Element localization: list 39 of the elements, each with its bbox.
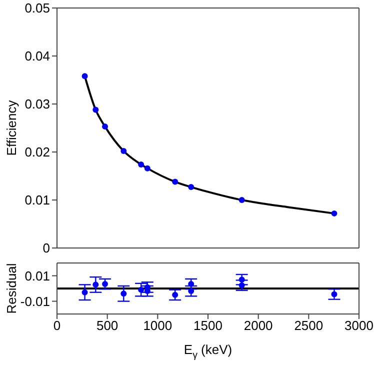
x-axis-title: E$_{γ}$ (keV) — [184, 342, 232, 361]
point — [102, 281, 108, 288]
y-tick-label: 0.01 — [24, 268, 50, 284]
point — [238, 197, 245, 203]
x-tick-label: 500 — [96, 318, 118, 334]
y-tick-label: 0.04 — [24, 48, 50, 64]
point — [138, 286, 144, 293]
point — [331, 291, 338, 298]
point — [92, 282, 99, 288]
y-tick-label: 0.05 — [24, 0, 50, 16]
point — [120, 290, 127, 297]
y-tick-label: 0.03 — [24, 96, 50, 112]
point — [188, 288, 194, 294]
x-tick-label: 0 — [53, 318, 61, 334]
y-tick-label: 0 — [42, 240, 50, 256]
point — [120, 148, 127, 154]
point — [82, 289, 88, 296]
x-tick-label: 2000 — [244, 318, 273, 334]
point — [144, 165, 150, 172]
point — [172, 292, 178, 298]
y-axis-title: Residual — [4, 263, 19, 314]
point — [331, 210, 338, 216]
x-tick-label: 1500 — [194, 318, 222, 334]
point — [238, 282, 245, 288]
point — [238, 276, 245, 283]
point — [188, 281, 194, 288]
y-tick-label: -0.01 — [20, 294, 50, 309]
x-tick-label: 3000 — [344, 318, 374, 334]
y-tick-label: 0.02 — [24, 144, 50, 160]
point — [172, 178, 178, 185]
x-tick-label: 2500 — [294, 318, 324, 334]
point — [188, 184, 194, 190]
point — [102, 124, 108, 130]
y-axis-title: Efficiency — [4, 100, 19, 156]
point — [138, 161, 144, 168]
point — [92, 106, 99, 113]
y-tick-label: 0.01 — [24, 192, 50, 208]
point — [82, 73, 88, 80]
x-tick-label: 1000 — [143, 318, 172, 334]
